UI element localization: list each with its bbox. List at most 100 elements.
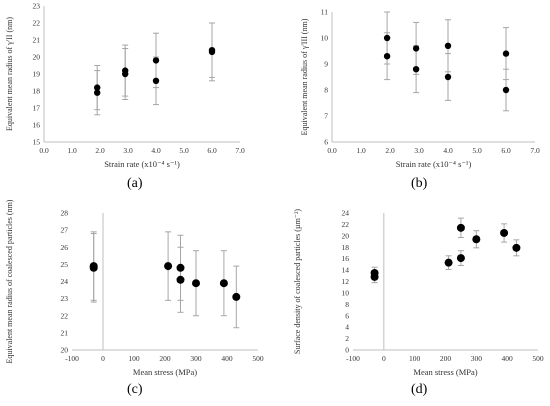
x-tick-label: -100	[65, 354, 79, 363]
data-point	[176, 275, 185, 284]
x-tick-label: 1.0	[67, 146, 77, 155]
panel-label-b: (b)	[411, 176, 428, 191]
data-point	[472, 235, 481, 244]
x-tick-label: 6.0	[207, 146, 217, 155]
y-tick-label: 16	[33, 121, 41, 130]
y-tick-label: 25	[61, 260, 69, 269]
data-point	[176, 263, 185, 272]
y-tick-label: 10	[321, 34, 329, 43]
data-point	[502, 86, 510, 94]
panel-label-a: (a)	[127, 176, 143, 191]
y-tick-label: 23	[61, 294, 69, 303]
data-point	[412, 45, 420, 52]
y-axis-title: Equivalent mean radius of γ'III (nm)	[300, 18, 309, 135]
y-tick-label: 20	[342, 231, 350, 240]
x-tick-label: 200	[440, 354, 452, 363]
y-tick-label: 16	[342, 254, 350, 263]
y-tick-label: 21	[61, 328, 69, 337]
x-tick-label: 0	[101, 354, 105, 363]
x-tick-label: 7.0	[530, 146, 540, 155]
y-tick-label: 6	[324, 138, 328, 147]
y-tick-label: 18	[342, 243, 350, 252]
x-tick-label: 100	[409, 354, 421, 363]
data-point	[370, 268, 379, 277]
x-tick-label: 200	[159, 354, 171, 363]
y-tick-label: 24	[61, 277, 69, 286]
y-axis-title: Equivalent mean radius of coalesced part…	[5, 199, 14, 363]
x-tick-label: 3.0	[123, 146, 133, 155]
data-point	[232, 292, 241, 301]
y-axis-title: Equivalent mean radius of γ'II (nm)	[5, 17, 14, 131]
data-point	[219, 279, 228, 288]
data-point	[192, 279, 200, 288]
y-tick-label: 23	[33, 2, 41, 11]
x-axis-title: Strain rate (x10⁻⁴ s⁻¹)	[396, 159, 472, 169]
y-tick-label: 22	[33, 19, 41, 28]
y-tick-label: 11	[321, 8, 328, 17]
x-axis-title: Strain rate (x10⁻⁴ s⁻¹)	[104, 159, 180, 169]
data-point	[152, 77, 160, 85]
data-point	[94, 84, 101, 91]
x-tick-label: 500	[532, 354, 544, 363]
data-point	[502, 50, 510, 57]
x-axis-title: Mean stress (MPa)	[413, 367, 477, 377]
data-point	[122, 67, 129, 74]
x-tick-label: 5.0	[472, 146, 482, 155]
data-point	[89, 262, 98, 271]
y-axis-title: Surface density of coalesced particles (…	[293, 209, 302, 355]
y-tick-label: 12	[342, 277, 350, 286]
data-point	[444, 73, 452, 81]
x-tick-label: 400	[221, 354, 233, 363]
x-tick-label: 0	[382, 354, 386, 363]
x-tick-label: 7.0	[235, 146, 245, 155]
data-point	[500, 228, 509, 237]
data-point	[164, 262, 173, 271]
x-tick-label: -100	[346, 354, 360, 363]
x-tick-label: 4.0	[151, 146, 161, 155]
x-tick-label: 6.0	[501, 146, 511, 155]
data-point	[456, 223, 465, 232]
y-tick-label: 27	[61, 226, 69, 235]
y-tick-label: 26	[61, 243, 69, 252]
data-point	[94, 89, 101, 96]
x-tick-label: 0.0	[327, 146, 337, 155]
x-tick-label: 2.0	[385, 146, 395, 155]
y-tick-label: 8	[345, 300, 349, 309]
x-tick-label: 500	[252, 354, 264, 363]
y-tick-label: 22	[342, 220, 350, 229]
data-point	[208, 47, 216, 54]
y-tick-label: 17	[33, 104, 41, 113]
x-tick-label: 300	[471, 354, 483, 363]
y-tick-label: 7	[324, 112, 328, 121]
y-tick-label: 14	[342, 266, 350, 275]
data-point	[152, 57, 160, 64]
y-tick-label: 28	[61, 209, 69, 218]
y-tick-label: 2	[345, 334, 349, 343]
x-axis-title: Mean stress (MPa)	[133, 367, 197, 377]
y-tick-label: 18	[33, 87, 41, 96]
x-tick-label: 4.0	[443, 146, 453, 155]
x-tick-label: 3.0	[414, 146, 424, 155]
y-tick-label: 20	[33, 53, 41, 62]
x-tick-label: 5.0	[179, 146, 189, 155]
data-point	[444, 258, 453, 267]
data-point	[512, 243, 521, 252]
y-tick-label: 6	[345, 311, 349, 320]
y-tick-label: 15	[33, 138, 41, 147]
x-tick-label: 1.0	[356, 146, 366, 155]
y-tick-label: 8	[324, 86, 328, 95]
data-point	[383, 53, 391, 60]
data-point	[383, 34, 391, 42]
panel-label-d: (d)	[411, 382, 428, 397]
panel-label-c: (c)	[127, 382, 143, 397]
y-tick-label: 9	[324, 60, 328, 69]
y-tick-label: 19	[33, 70, 41, 79]
data-point	[412, 66, 420, 73]
y-tick-label: 0	[345, 346, 349, 355]
data-point	[444, 42, 452, 49]
data-point	[456, 254, 465, 263]
x-tick-label: 0.0	[39, 146, 49, 155]
y-tick-label: 20	[61, 346, 69, 355]
x-tick-label: 300	[190, 354, 202, 363]
